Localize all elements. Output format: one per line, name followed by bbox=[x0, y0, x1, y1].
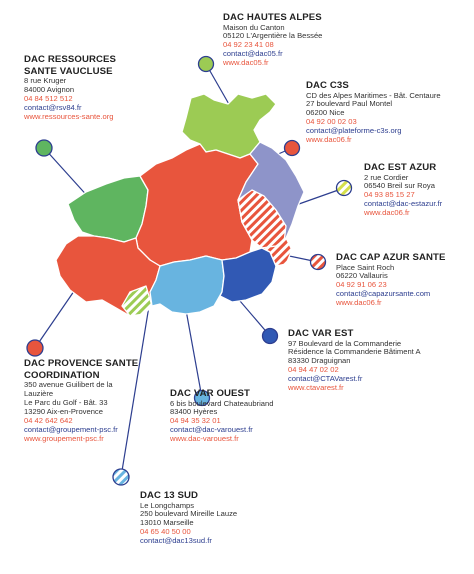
address-line: 13010 Marseille bbox=[140, 518, 194, 528]
dac-title: DAC EST AZUR bbox=[364, 162, 437, 173]
address-line: Lauzière bbox=[24, 388, 54, 398]
dac-title: DAC 13 SUD bbox=[140, 490, 199, 501]
phone-number[interactable]: 04 93 85 15 27 bbox=[364, 190, 415, 200]
address-line: Maison du Canton bbox=[223, 22, 285, 32]
dac-cap-azur-block: DAC CAP AZUR SANTE Place Saint Roch 0622… bbox=[336, 252, 445, 308]
marker-var-ouest[interactable] bbox=[193, 389, 211, 407]
address-line: Le Parc du Golf - Bât. 33 bbox=[24, 397, 108, 407]
address-line: 84000 Avignon bbox=[24, 84, 75, 94]
address-line: 2 rue Cordier bbox=[364, 172, 409, 182]
address-line: 83330 Draguignan bbox=[288, 356, 351, 366]
region-var-est bbox=[219, 247, 277, 303]
address-line: 350 avenue Guilibert de la bbox=[24, 380, 113, 389]
address-line: 6 bis boulevard Chateaubriand bbox=[170, 398, 274, 408]
dac-title: DAC VAR OUEST bbox=[170, 388, 251, 399]
phone-number[interactable]: 04 65 40 50 00 bbox=[140, 527, 191, 537]
website-link[interactable]: www.dac-varouest.fr bbox=[170, 434, 239, 444]
phone-number[interactable]: 04 92 91 06 23 bbox=[336, 280, 387, 290]
website-link[interactable]: www.dac06.fr bbox=[306, 135, 352, 145]
marker-cap-azur[interactable] bbox=[309, 253, 327, 271]
dac-hautes-alpes-block: DAC HAUTES ALPES Maison du Canton 05120 … bbox=[223, 12, 322, 68]
address-line: 05120 L'Argentière la Bessée bbox=[223, 31, 323, 41]
marker-hautes-alpes[interactable] bbox=[197, 55, 215, 73]
marker-var-est[interactable] bbox=[261, 327, 279, 345]
email-link[interactable]: contact@CTAVarest.fr bbox=[288, 374, 363, 384]
region-cap-azur-hatch bbox=[261, 237, 293, 267]
email-link[interactable]: contact@dac05.fr bbox=[223, 49, 283, 59]
dac-title: DAC VAR EST bbox=[288, 328, 354, 339]
website-link[interactable]: www.ctavarest.fr bbox=[288, 383, 344, 393]
marker-c3s[interactable] bbox=[283, 139, 301, 157]
dac-13-sud-block: DAC 13 SUD Le Longchamps 250 boulevard M… bbox=[140, 490, 237, 546]
phone-number[interactable]: 04 94 35 32 01 bbox=[170, 416, 221, 426]
address-line: Place Saint Roch bbox=[336, 262, 395, 272]
marker-vaucluse[interactable] bbox=[35, 139, 53, 157]
address-line: 97 Boulevard de la Commanderie bbox=[288, 338, 402, 348]
address-line: 06220 Vallauris bbox=[336, 271, 388, 281]
address-line: Résidence la Commanderie Bâtiment A bbox=[288, 347, 421, 357]
dac-provence-block: DAC PROVENCE SANTE COORDINATION 350 aven… bbox=[24, 358, 138, 444]
dac-title: DAC C3S bbox=[306, 80, 349, 91]
address-line: 13290 Aix-en-Provence bbox=[24, 406, 103, 416]
dac-var-est-block: DAC VAR EST 97 Boulevard de la Commander… bbox=[288, 328, 421, 393]
email-link[interactable]: contact@capazursante.com bbox=[336, 289, 431, 299]
address-line: 83400 Hyères bbox=[170, 407, 218, 417]
phone-number[interactable]: 04 94 47 02 02 bbox=[288, 365, 339, 375]
phone-number[interactable]: 04 92 00 02 03 bbox=[306, 117, 357, 127]
address-line: Le Longchamps bbox=[140, 500, 195, 510]
website-link[interactable]: www.groupement-psc.fr bbox=[24, 433, 104, 443]
connector-lines bbox=[34, 63, 345, 478]
email-link[interactable]: contact@rsv84.fr bbox=[24, 102, 82, 112]
address-line: 250 boulevard Mireille Lauze bbox=[140, 509, 238, 519]
marker-provence[interactable] bbox=[26, 339, 44, 357]
region-13sud-hatch bbox=[121, 285, 153, 317]
email-link[interactable]: contact@groupement-psc.fr bbox=[24, 424, 118, 434]
email-link[interactable]: contact@dac-estazur.fr bbox=[364, 199, 443, 209]
region-vaucluse bbox=[67, 175, 149, 243]
website-link[interactable]: www.ressources-sante.org bbox=[24, 111, 114, 121]
dac-title: DAC PROVENCE SANTE bbox=[24, 358, 139, 369]
address-line: 06200 Nice bbox=[306, 108, 345, 118]
dac-vaucluse-block: DAC RESSOURCES SANTE VAUCLUSE 8 rue Krug… bbox=[24, 54, 116, 122]
dac-title: DAC CAP AZUR SANTE bbox=[336, 252, 446, 263]
website-link[interactable]: www.dac06.fr bbox=[364, 208, 410, 218]
address-line: CD des Alpes Maritimes - Bât. Centaure bbox=[306, 90, 441, 100]
email-link[interactable]: contact@dac-varouest.fr bbox=[170, 425, 253, 435]
dac-title: DAC RESSOURCES bbox=[24, 54, 117, 65]
email-link[interactable]: contact@dac13sud.fr bbox=[140, 536, 212, 546]
address-line: 06540 Breil sur Roya bbox=[364, 181, 435, 191]
region-hautes-alpes bbox=[181, 93, 277, 159]
dac-est-azur-block: DAC EST AZUR 2 rue Cordier 06540 Breil s… bbox=[364, 162, 442, 218]
dac-var-ouest-block: DAC VAR OUEST 6 bis boulevard Chateaubri… bbox=[170, 388, 273, 444]
dac-title: SANTE VAUCLUSE bbox=[24, 65, 113, 77]
website-link[interactable]: www.dac05.fr bbox=[223, 58, 269, 68]
dac-title: DAC HAUTES ALPES bbox=[223, 12, 322, 23]
phone-number[interactable]: 04 92 23 41 08 bbox=[223, 40, 274, 50]
region-var-ouest bbox=[149, 255, 225, 315]
dac-title: COORDINATION bbox=[24, 369, 100, 381]
dac-c3s-block: DAC C3S CD des Alpes Maritimes - Bât. Ce… bbox=[306, 80, 441, 145]
email-link[interactable]: contact@plateforme-c3s.org bbox=[306, 126, 402, 136]
address-line: 8 rue Kruger bbox=[24, 76, 67, 85]
marker-est-azur[interactable] bbox=[335, 179, 353, 197]
phone-number[interactable]: 04 84 512 512 bbox=[24, 93, 73, 103]
website-link[interactable]: www.dac06.fr bbox=[336, 298, 382, 308]
address-line: 27 boulevard Paul Montel bbox=[306, 99, 393, 109]
phone-number[interactable]: 04 42 642 642 bbox=[24, 415, 73, 425]
marker-13-sud[interactable] bbox=[112, 468, 130, 486]
